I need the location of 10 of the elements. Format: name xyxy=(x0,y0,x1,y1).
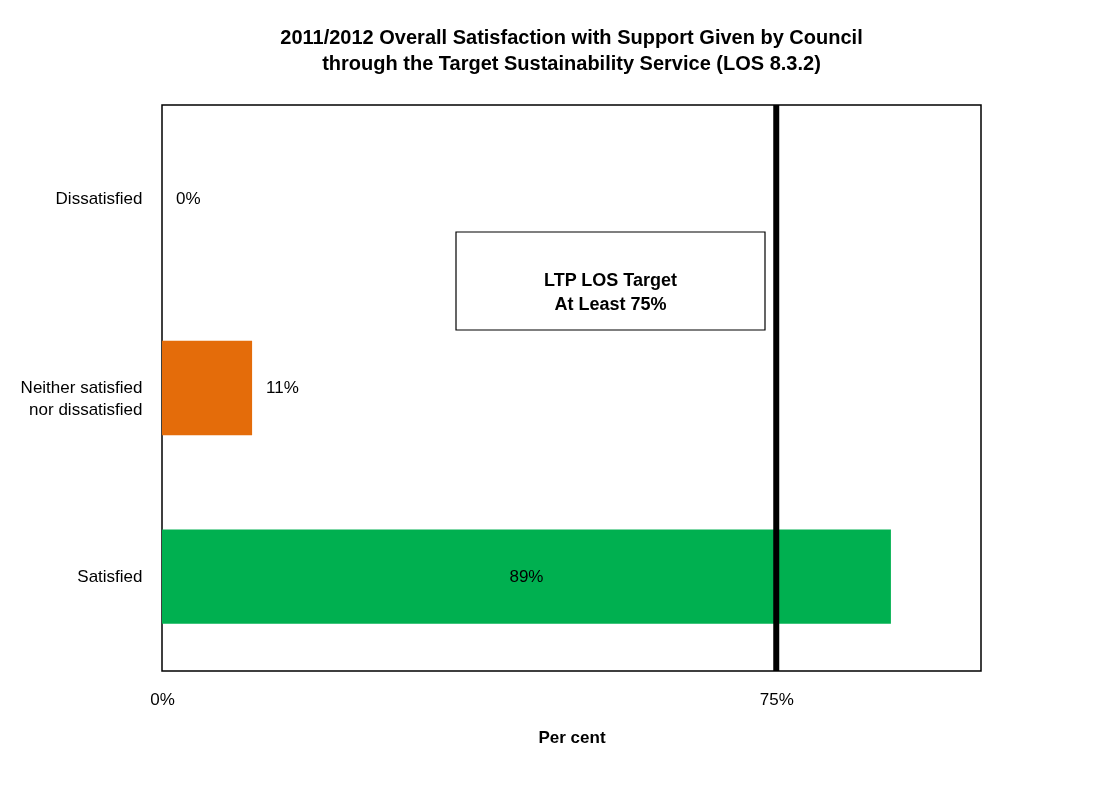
y-tick-label: Satisfied xyxy=(77,566,143,586)
ref-line-label: LTP LOS Target At Least 75% xyxy=(543,270,678,314)
data-label: 0% xyxy=(176,189,201,209)
data-label: 11% xyxy=(266,378,299,397)
y-tick-label: Dissatisfied xyxy=(55,189,143,209)
y-tick-label: Neither satisfied nor dissatisfied xyxy=(20,378,143,419)
data-label: 89% xyxy=(509,566,544,586)
chart-title: 2011/2012 Overall Satisfaction with Support Given by Council through the Target Sustainability Service (LOS 8.3.2) xyxy=(280,26,863,74)
x-axis-title: Per cent xyxy=(538,727,606,747)
x-tick-label: 75% xyxy=(759,689,794,709)
